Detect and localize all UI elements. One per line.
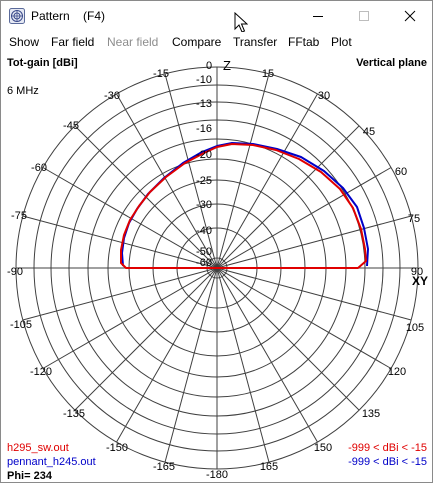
menu-far-field[interactable]: Far field [51, 35, 95, 49]
minimize-button[interactable] [295, 1, 341, 31]
menu-near-field[interactable]: Near field [107, 35, 159, 49]
antenna-pattern-app-icon [9, 8, 25, 24]
menu-fftab[interactable]: FFtab [288, 35, 320, 49]
title-bar[interactable]: Pattern (F4) [1, 1, 432, 33]
maximize-icon [359, 11, 369, 21]
angle-label-165: 165 [260, 461, 278, 473]
angle-label-15: 15 [262, 68, 274, 80]
trace-range-pennant: -999 < dBi < -15 [348, 456, 427, 468]
radial-label-16: -16 [196, 123, 212, 135]
angle-label-minus-150: -150 [106, 442, 128, 454]
quantity-label: Tot-gain [dBi] [7, 57, 78, 69]
angle-label-minus-15: -15 [153, 68, 169, 80]
angle-label-150: 150 [314, 442, 332, 454]
angle-label-minus-120: -120 [30, 366, 52, 378]
angle-label-minus-180: -180 [206, 469, 228, 481]
mouse-cursor-icon [234, 12, 248, 33]
angle-label-135: 135 [362, 408, 380, 420]
trace-h295-sw [120, 143, 367, 269]
radial-label-50: -50 [196, 246, 212, 258]
angle-label-minus-60: -60 [31, 162, 47, 174]
trace-pennant-h245 [121, 142, 369, 267]
radial-label-20: -20 [196, 149, 212, 161]
xy-axis-label: XY [412, 274, 428, 288]
angle-label-0: 0 [206, 60, 212, 72]
radial-label-30: -30 [196, 199, 212, 211]
radial-label-60: -60 [196, 257, 212, 269]
plane-label: Vertical plane [356, 57, 427, 69]
angle-label-75: 75 [408, 213, 420, 225]
phi-readout: Phi= 234 [7, 470, 53, 482]
z-axis-label: Z [223, 58, 231, 73]
radial-label-13: -13 [196, 98, 212, 110]
menu-plot[interactable]: Plot [331, 35, 352, 49]
angle-label-30: 30 [318, 90, 330, 102]
trace-file-pennant: pennant_h245.out [7, 456, 96, 468]
angle-label-minus-165: -165 [153, 461, 175, 473]
menu-compare[interactable]: Compare [172, 35, 222, 49]
window-title: Pattern (F4) [31, 9, 106, 23]
angle-label-60: 60 [395, 166, 407, 178]
angle-label-120: 120 [388, 366, 406, 378]
angle-label-minus-30: -30 [104, 90, 120, 102]
angle-label-minus-105: -105 [10, 319, 32, 331]
angle-label-105: 105 [406, 322, 424, 334]
trace-range-h295: -999 < dBi < -15 [348, 442, 427, 454]
angle-label-minus-135: -135 [63, 408, 85, 420]
angle-label-45: 45 [363, 126, 375, 138]
frequency-label: 6 MHz [7, 85, 39, 97]
menu-show[interactable]: Show [9, 35, 40, 49]
angle-label-90: 90 [411, 266, 423, 278]
angle-label-minus-90: -90 [7, 266, 23, 278]
close-icon [404, 10, 416, 22]
radial-label-25: -25 [196, 175, 212, 187]
radial-label-40: -40 [196, 225, 212, 237]
trace-file-h295: h295_sw.out [7, 442, 69, 454]
angle-labels: 0 15 30 45 60 75 90 105 120 135 150 165 … [7, 60, 424, 481]
radial-label-10: -10 [196, 74, 212, 86]
pattern-traces [120, 142, 369, 269]
maximize-button[interactable] [341, 1, 387, 31]
minimize-icon [313, 16, 323, 17]
angle-label-minus-45: -45 [63, 120, 79, 132]
menu-bar: Show Far field Near field Compare Transf… [1, 32, 432, 52]
radial-labels: -10 -13 -16 -20 -25 -30 -40 -50 -60 [196, 74, 212, 269]
polar-plot-canvas: 0 15 30 45 60 75 90 105 120 135 150 165 … [7, 57, 428, 482]
angle-label-minus-75: -75 [11, 210, 27, 222]
menu-transfer[interactable]: Transfer [233, 35, 278, 49]
close-button[interactable] [387, 1, 432, 31]
